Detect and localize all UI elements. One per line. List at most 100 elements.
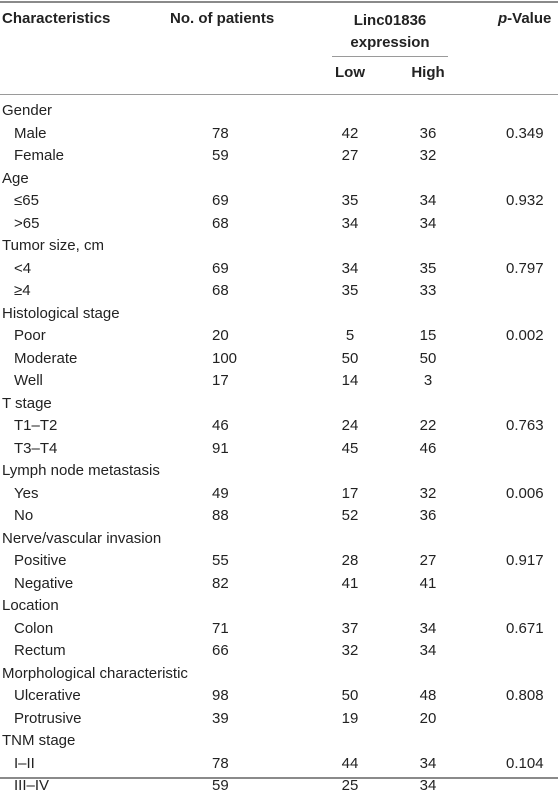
high-expression-count: 36 bbox=[419, 124, 437, 142]
low-expression-count: 14 bbox=[341, 372, 359, 389]
patients-count: 82 bbox=[212, 574, 229, 592]
row-label: T3–T4 bbox=[14, 439, 58, 457]
low-expression-count: 35 bbox=[341, 282, 359, 299]
row-label: Tumor size, cm bbox=[2, 237, 104, 254]
row-label: Positive bbox=[14, 552, 67, 569]
patients-count: 98 bbox=[212, 687, 229, 704]
table-group-row: Nerve/vascular invasion bbox=[0, 528, 558, 551]
row-label: ≤65 bbox=[14, 192, 39, 209]
header-p-value: p-Value bbox=[498, 10, 551, 27]
low-expression-count: 45 bbox=[341, 439, 359, 457]
high-expression-count: 34 bbox=[419, 619, 437, 637]
patients-count: 20 bbox=[212, 327, 229, 344]
patients-count: 66 bbox=[212, 642, 229, 659]
table-row: Protrusive 39 19 20 bbox=[0, 708, 558, 731]
row-label: Poor bbox=[14, 327, 46, 344]
low-expression-count: 50 bbox=[341, 687, 359, 704]
high-expression-count: 20 bbox=[419, 709, 437, 727]
low-expression-count: 34 bbox=[341, 214, 359, 232]
patients-count: 69 bbox=[212, 259, 229, 277]
high-expression-count: 41 bbox=[419, 574, 437, 592]
row-label: Moderate bbox=[14, 349, 78, 367]
table-group-row: Morphological characteristic bbox=[0, 663, 558, 686]
high-expression-count: 34 bbox=[419, 214, 437, 232]
header-characteristics: Characteristics bbox=[2, 10, 111, 27]
patients-count: 88 bbox=[212, 507, 229, 524]
row-label: Gender bbox=[2, 102, 53, 119]
table-row: Positive 55 28 27 0.917 bbox=[0, 550, 558, 573]
table-body: Gender Male 78 42 36 0.349 Female 59 27 32 Age ≤65 6… bbox=[0, 100, 558, 798]
table-row: Male 78 42 36 0.349 bbox=[0, 123, 558, 146]
table-row: Ulcerative 98 50 48 0.808 bbox=[0, 685, 558, 708]
low-expression-count: 37 bbox=[341, 619, 359, 637]
p-value: 0.671 bbox=[506, 619, 544, 637]
patients-count: 59 bbox=[212, 147, 229, 164]
low-expression-count: 50 bbox=[341, 349, 359, 367]
table-row: Rectum 66 32 34 bbox=[0, 640, 558, 663]
row-label: I–II bbox=[14, 754, 35, 772]
high-expression-count: 50 bbox=[419, 349, 437, 367]
table-top-rule bbox=[0, 1, 558, 3]
low-expression-count: 35 bbox=[341, 192, 359, 209]
row-label: Lymph node metastasis bbox=[2, 462, 160, 479]
table-row: Colon 71 37 34 0.671 bbox=[0, 618, 558, 641]
row-label: ≥4 bbox=[14, 282, 31, 299]
p-value: 0.002 bbox=[506, 327, 544, 344]
row-label: Male bbox=[14, 124, 47, 142]
table-row: Well 17 14 3 bbox=[0, 370, 558, 393]
p-value: 0.349 bbox=[506, 124, 544, 142]
header-expression: Linc01836 expression bbox=[334, 10, 446, 54]
row-label: TNM stage bbox=[2, 732, 76, 749]
row-label: Location bbox=[2, 597, 59, 614]
row-label: Age bbox=[2, 169, 29, 187]
header-bottom-rule bbox=[0, 94, 558, 95]
header-expression-line1: Linc01836 bbox=[353, 12, 427, 29]
table-group-row: Age bbox=[0, 168, 558, 191]
patients-count: 49 bbox=[212, 484, 229, 502]
table-row: Yes 49 17 32 0.006 bbox=[0, 483, 558, 506]
expression-subheader-rule bbox=[332, 56, 448, 57]
high-expression-count: 22 bbox=[419, 417, 437, 434]
table-row: Poor 20 5 15 0.002 bbox=[0, 325, 558, 348]
patients-count: 68 bbox=[212, 214, 229, 232]
high-expression-count: 46 bbox=[419, 439, 437, 457]
row-label: T1–T2 bbox=[14, 417, 58, 434]
table-group-row: Gender bbox=[0, 100, 558, 123]
high-expression-count: 34 bbox=[419, 192, 437, 209]
row-label: T stage bbox=[2, 394, 52, 412]
high-expression-count: 34 bbox=[419, 642, 437, 659]
header-p-italic: p bbox=[498, 10, 508, 27]
high-expression-count: 33 bbox=[419, 282, 437, 299]
table-row: ≤65 69 35 34 0.932 bbox=[0, 190, 558, 213]
header-high: High bbox=[411, 64, 445, 81]
row-label: Rectum bbox=[14, 642, 66, 659]
header-patients: No. of patients bbox=[170, 10, 275, 27]
low-expression-count: 5 bbox=[345, 327, 355, 344]
table-group-row: Location bbox=[0, 595, 558, 618]
header-p-rest: -Value bbox=[507, 10, 552, 27]
high-expression-count: 32 bbox=[419, 484, 437, 502]
row-label: No bbox=[14, 507, 34, 524]
header-low: Low bbox=[335, 64, 365, 81]
header-expression-line2: expression bbox=[350, 34, 430, 51]
table-group-row: TNM stage bbox=[0, 730, 558, 753]
table-row: ≥4 68 35 33 bbox=[0, 280, 558, 303]
table-row: T1–T2 46 24 22 0.763 bbox=[0, 415, 558, 438]
patients-count: 39 bbox=[212, 709, 229, 727]
row-label: Histological stage bbox=[2, 304, 120, 322]
table-bottom-rule bbox=[0, 777, 558, 779]
row-label: Protrusive bbox=[14, 709, 82, 727]
table-row: Negative 82 41 41 bbox=[0, 573, 558, 596]
row-label: Nerve/vascular invasion bbox=[2, 529, 162, 547]
high-expression-count: 35 bbox=[419, 259, 437, 277]
p-value: 0.763 bbox=[506, 417, 544, 434]
low-expression-count: 52 bbox=[341, 507, 359, 524]
high-expression-count: 32 bbox=[419, 147, 437, 164]
row-label: Colon bbox=[14, 619, 54, 637]
p-value: 0.917 bbox=[506, 552, 544, 569]
high-expression-count: 27 bbox=[419, 552, 437, 569]
table-group-row: T stage bbox=[0, 393, 558, 416]
table-group-row: Histological stage bbox=[0, 303, 558, 326]
patients-count: 55 bbox=[212, 552, 229, 569]
